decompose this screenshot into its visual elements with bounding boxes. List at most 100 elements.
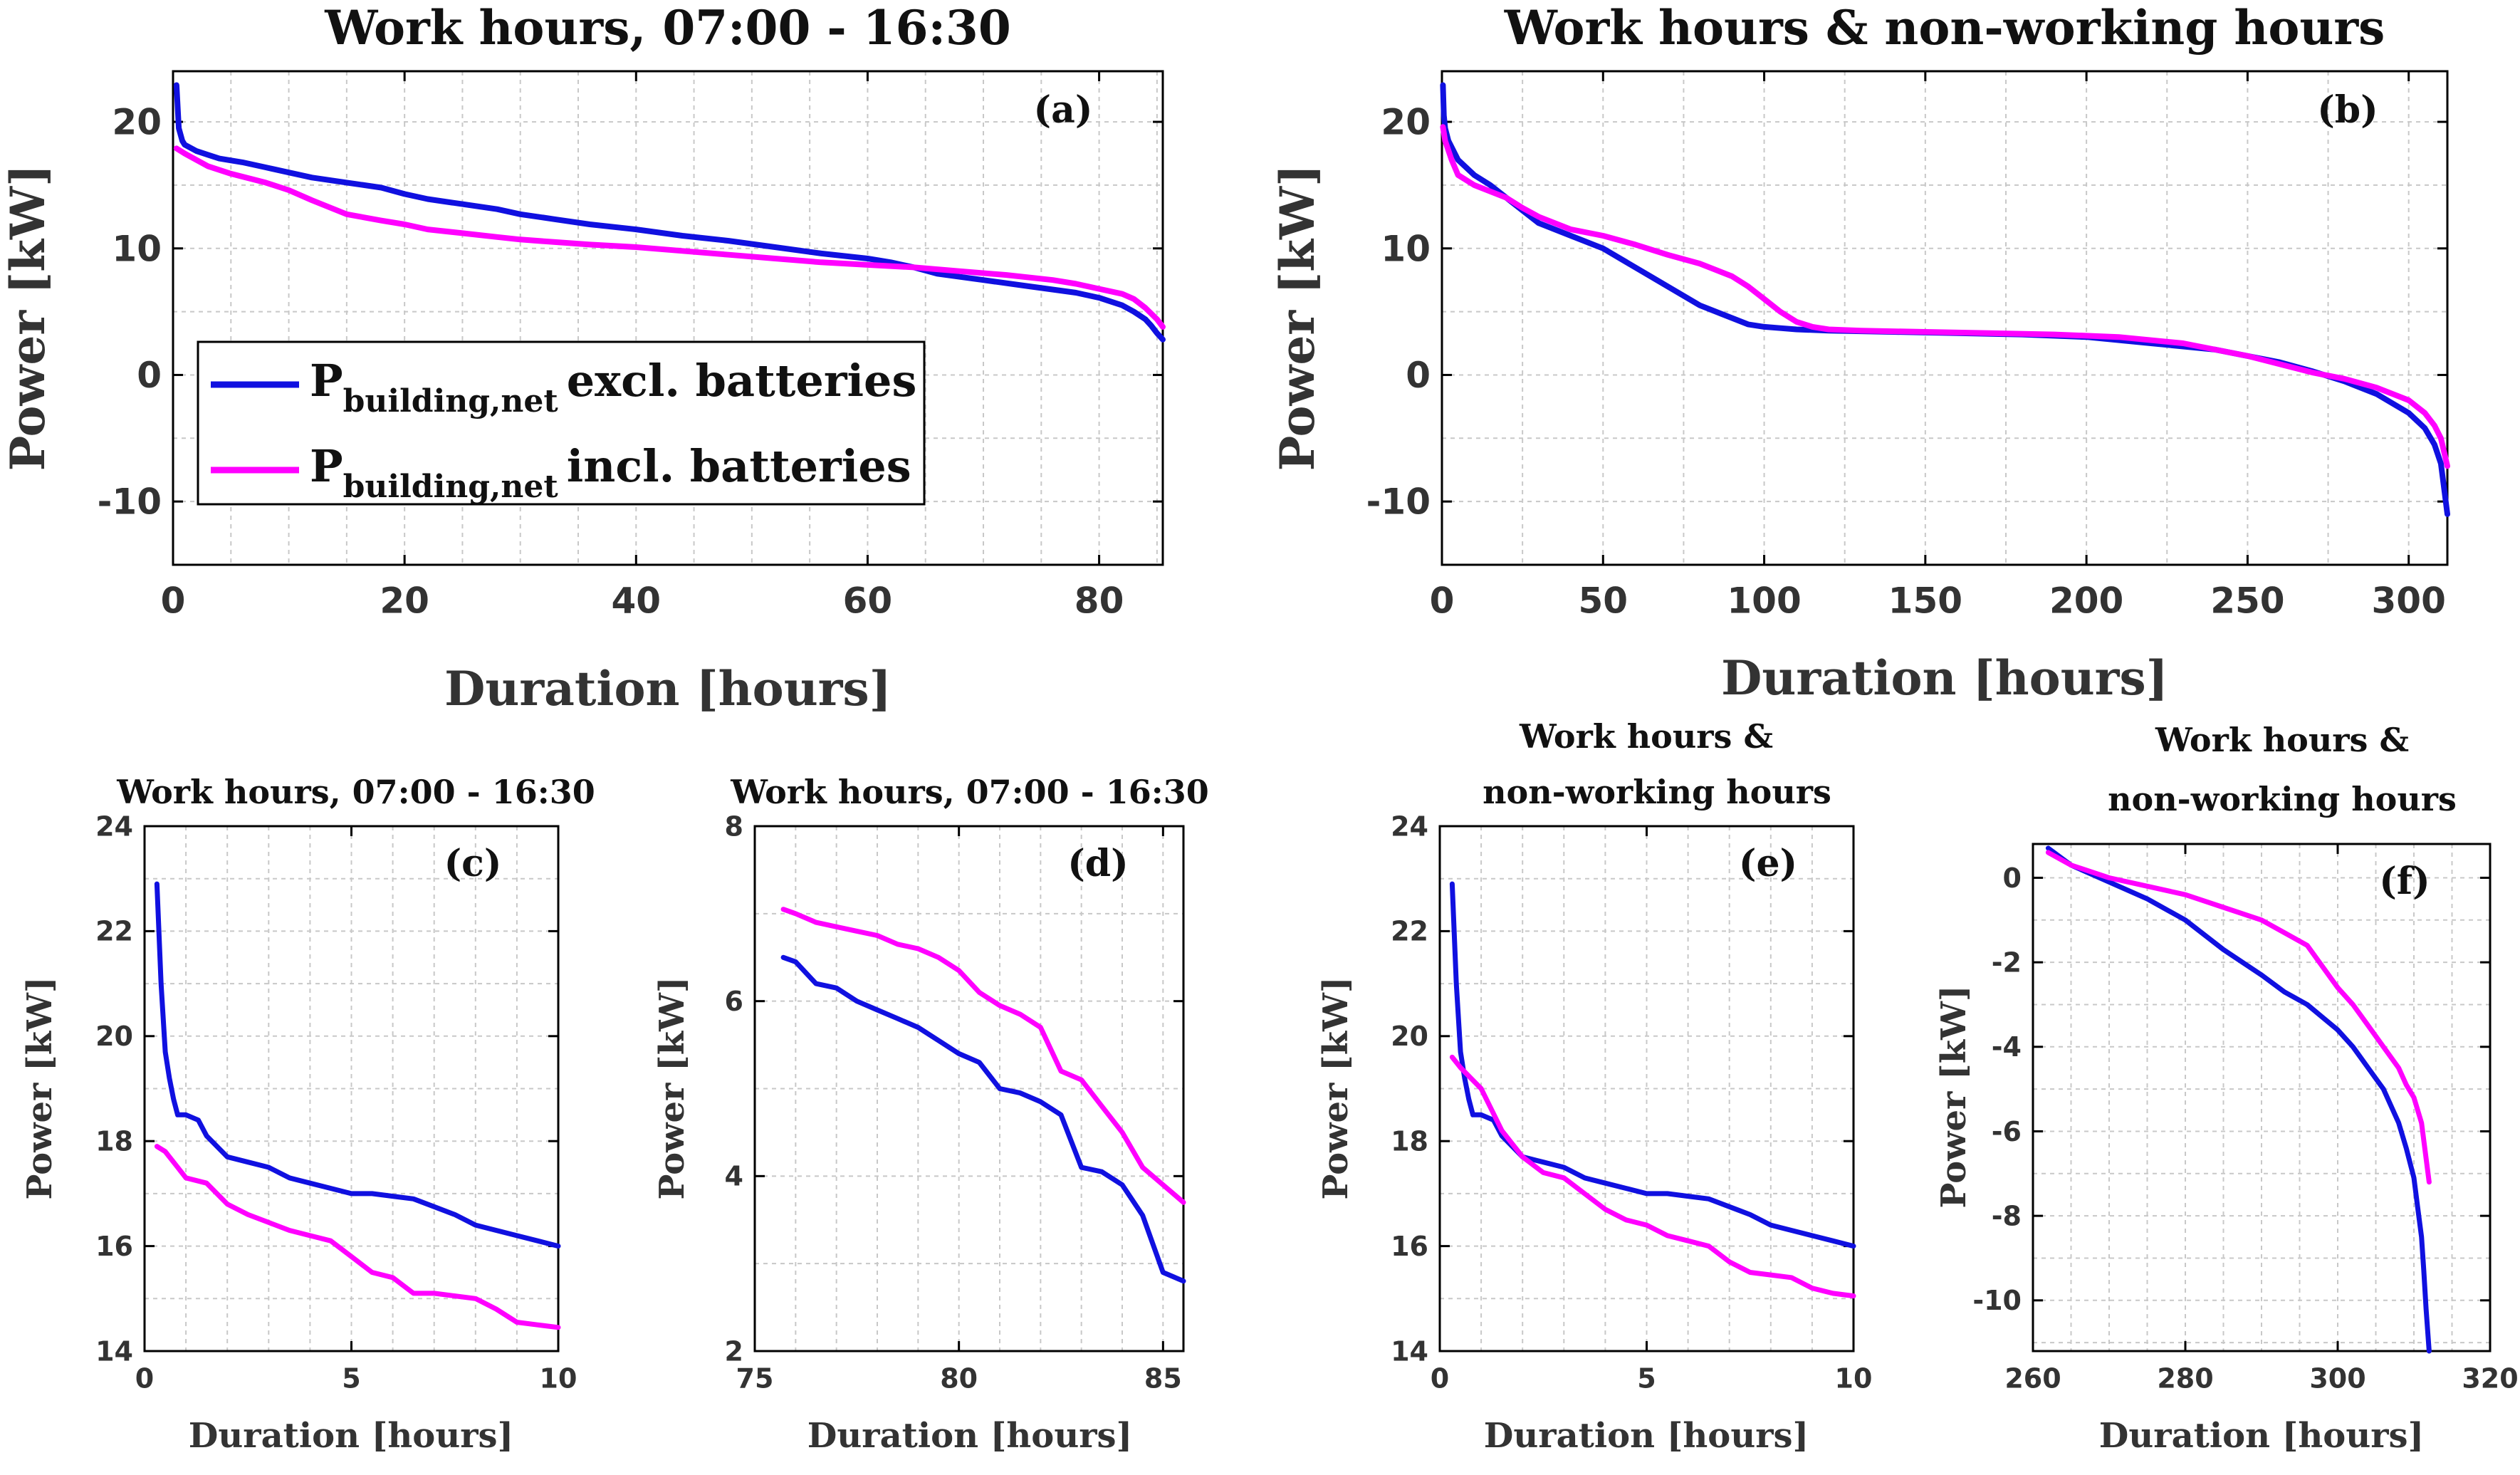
y-tick-label: 20: [112, 102, 162, 143]
y-tick-label: -8: [1992, 1200, 2022, 1231]
series-line-incl-batteries: [780, 907, 1186, 1205]
legend-excl-name: P: [310, 355, 343, 407]
x-tick-label: 280: [2157, 1362, 2213, 1394]
y-tick-label: 8: [725, 811, 743, 842]
y-tick-label: 16: [1391, 1231, 1428, 1262]
y-tick-label: 2: [725, 1335, 743, 1367]
y-tick-label: 0: [1406, 355, 1431, 396]
chart-title: Work hours, 07:00 - 16:30: [116, 773, 595, 811]
x-tick-label: 50: [1578, 580, 1628, 622]
series-line-incl-batteries: [173, 145, 1166, 330]
legend-incl-text: incl. batteries: [567, 440, 911, 492]
panel-label: (c): [444, 842, 502, 885]
x-tick-label: 0: [1431, 1362, 1449, 1394]
legend-box: [197, 340, 926, 506]
legend-incl-name: P: [310, 440, 343, 492]
ticks: 0 5 10 14 16 18 20 22 24: [1391, 811, 1872, 1394]
series-line-incl-batteries: [154, 1144, 561, 1330]
chart-title: non-working hours: [2108, 780, 2457, 818]
chart-title: Work hours & non-working hours: [1504, 0, 2385, 56]
axes-box: [172, 70, 1164, 566]
panel-label: (e): [1739, 842, 1797, 885]
x-tick-label: 75: [736, 1362, 774, 1394]
series-line-incl-batteries: [1440, 124, 2450, 469]
chart-title: Work hours, 07:00 - 16:30: [324, 0, 1011, 56]
y-axis-label: Power [kW]: [1934, 985, 1974, 1208]
y-tick-label: 20: [1391, 1021, 1428, 1052]
axes-box: [1441, 70, 2449, 566]
y-tick-label: -10: [1366, 481, 1431, 523]
x-tick-label: 300: [2309, 1362, 2365, 1394]
series-line-excl-batteries: [780, 954, 1186, 1284]
legend: Pbuilding,net excl. batteries Pbuilding,n…: [197, 340, 926, 506]
panel-label: (d): [1067, 842, 1129, 885]
y-tick-label: 20: [95, 1021, 133, 1052]
x-tick-label: 80: [1075, 580, 1124, 622]
y-tick-label: 24: [95, 811, 133, 842]
chart-title: Work hours, 07:00 - 16:30: [730, 773, 1209, 811]
x-axis-label: Duration [hours]: [444, 661, 892, 716]
ticks: 0 5 10 14 16 18 20 22 24: [95, 811, 577, 1394]
chart-title: non-working hours: [1483, 773, 1831, 811]
y-tick-label: -10: [98, 481, 162, 523]
panel-e: 0 5 10 14 16 18 20 22 24 Work hours & non-working …: [1316, 717, 1872, 1456]
x-tick-label: 5: [342, 1362, 360, 1394]
x-tick-label: 0: [161, 580, 186, 622]
x-tick-label: 0: [135, 1362, 154, 1394]
axes-box: [753, 825, 1185, 1352]
y-tick-label: -4: [1992, 1031, 2022, 1063]
y-tick-label: 22: [1391, 916, 1428, 947]
grid: [1439, 825, 1854, 1352]
x-tick-label: 40: [611, 580, 661, 622]
panel-b: 0 50 100 150 200 250 300 -10 0 10 20 Work hours & n…: [1270, 0, 2450, 706]
panel-label: (b): [2317, 88, 2378, 132]
ticks: 260 280 300 320 -10 -8 -6 -4 -2 0: [1972, 844, 2519, 1394]
series-line-incl-batteries: [1449, 1054, 1856, 1299]
y-tick-label: 24: [1391, 811, 1428, 842]
chart-title: Work hours &: [1519, 717, 1773, 756]
x-tick-label: 200: [2049, 580, 2123, 622]
y-tick-label: 10: [112, 228, 162, 269]
y-tick-label: 16: [95, 1231, 133, 1262]
y-tick-label: 20: [1381, 102, 1431, 143]
series-line-excl-batteries: [2045, 845, 2432, 1354]
x-tick-label: 0: [1430, 580, 1455, 622]
x-tick-label: 100: [1727, 580, 1801, 622]
y-tick-label: 0: [2003, 862, 2022, 894]
panel-label: (a): [1034, 88, 1093, 132]
y-axis-label: Power [kW]: [1316, 976, 1356, 1199]
y-tick-label: 18: [95, 1126, 133, 1157]
x-axis-label: Duration [hours]: [2099, 1416, 2425, 1456]
y-axis-label: Power [kW]: [1270, 165, 1325, 471]
x-axis-label: Duration [hours]: [1484, 1416, 1809, 1456]
x-tick-label: 85: [1144, 1362, 1182, 1394]
y-tick-label: 14: [95, 1335, 133, 1367]
legend-incl-sub: building,net: [343, 469, 559, 505]
y-tick-label: -6: [1992, 1116, 2022, 1147]
x-tick-label: 5: [1637, 1362, 1656, 1394]
legend-excl-text: excl. batteries: [567, 355, 917, 407]
y-tick-label: -2: [1992, 947, 2022, 978]
grid: [754, 825, 1183, 1352]
ticks: 75 80 85 2 4 6 8: [725, 811, 1183, 1394]
axes-box: [2032, 843, 2492, 1352]
ticks: 0 50 100 150 200 250 300 -10 0 10 20: [1366, 71, 2447, 622]
x-axis-label: Duration [hours]: [807, 1416, 1133, 1456]
grid: [144, 825, 559, 1352]
ticks: 0 20 40 60 80 -10 0 10 20: [98, 71, 1163, 622]
y-axis-label: Power [kW]: [20, 976, 60, 1199]
y-tick-label: 10: [1381, 228, 1431, 269]
y-tick-label: -10: [1972, 1285, 2022, 1316]
grid: [1441, 71, 2447, 565]
y-axis-label: Power [kW]: [0, 165, 56, 471]
x-tick-label: 60: [843, 580, 893, 622]
series-line-excl-batteries: [1449, 881, 1856, 1249]
x-tick-label: 10: [540, 1362, 577, 1394]
panel-f: 260 280 300 320 -10 -8 -6 -4 -2 0 Work hours & non-…: [1934, 721, 2519, 1456]
x-tick-label: 320: [2462, 1362, 2518, 1394]
y-tick-label: 14: [1391, 1335, 1428, 1367]
x-tick-label: 260: [2004, 1362, 2061, 1394]
